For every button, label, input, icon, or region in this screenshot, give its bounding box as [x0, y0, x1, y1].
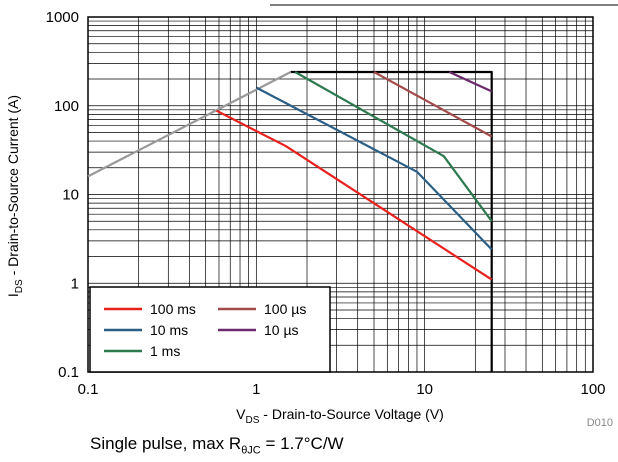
series-line-1-ms: [294, 71, 493, 222]
x-axis-label: VDS - Drain-to-Source Voltage (V): [236, 406, 444, 426]
grid: [88, 17, 593, 372]
footer-text: Single pulse, max R: [90, 434, 242, 453]
soa-chart: 0.1 1 10 100 0.1 1 10 100 1000 VDS - Drain-to-So…: [5, 4, 618, 429]
legend-label: 100 ms: [150, 301, 196, 317]
y-tick-label: 1: [71, 275, 79, 292]
series-layer: [87, 70, 493, 372]
legend: 100 ms 10 ms 1 ms 100 µs 10 µs: [89, 286, 331, 373]
ticks-layer: 0.1 1 10 100 0.1 1 10 100 1000: [46, 9, 606, 398]
x-tick-label: 0.1: [78, 381, 99, 398]
y-tick-label: 10: [62, 187, 79, 204]
series-line-10-s: [448, 70, 493, 93]
y-axis-label: IDS - Drain-to-Source Current (A): [5, 95, 25, 297]
legend-label: 1 ms: [150, 343, 180, 359]
x-tick-label: 100: [580, 381, 605, 398]
legend-label: 10 µs: [264, 322, 299, 338]
plot-frame: [87, 16, 594, 373]
x-tick-label: 1: [252, 381, 260, 398]
y-tick-label: 0.1: [58, 364, 79, 381]
rds-limit-line: [87, 71, 292, 178]
series-line-10-ms: [255, 86, 493, 251]
footer-sub: θJC: [241, 444, 261, 457]
footer-note: Single pulse, max RθJC = 1.7°C/W: [90, 434, 344, 456]
legend-label: 100 µs: [264, 301, 306, 317]
soa-boundary-line: [290, 70, 493, 372]
x-tick-label: 10: [416, 381, 433, 398]
legend-label: 10 ms: [150, 322, 188, 338]
y-tick-label: 1000: [46, 9, 79, 26]
figure-id: D010: [587, 417, 613, 429]
footer-text-end: = 1.7°C/W: [260, 434, 344, 453]
y-tick-label: 100: [54, 98, 79, 115]
series-line-100-s: [373, 71, 493, 138]
series-line-100-ms: [215, 109, 493, 281]
